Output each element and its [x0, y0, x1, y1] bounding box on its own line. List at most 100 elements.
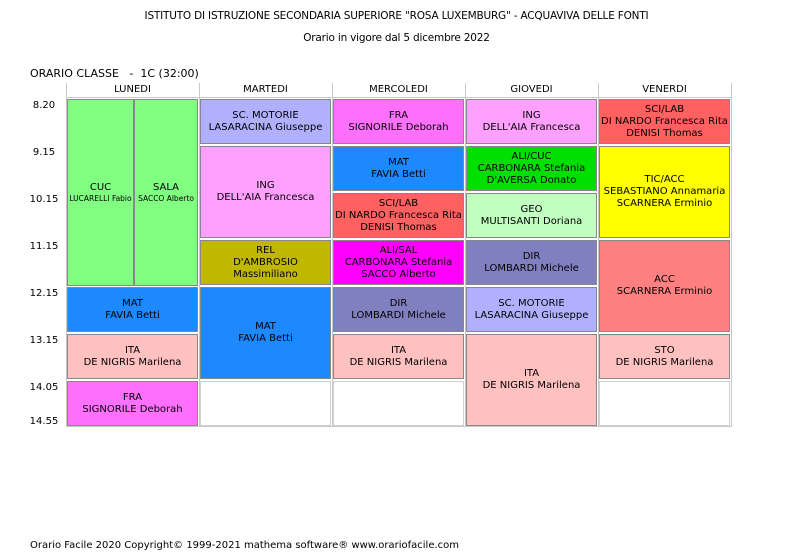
- empty-slot: [200, 381, 331, 426]
- lesson-teacher: DI NARDO Francesca Rita: [601, 115, 728, 127]
- lesson-teacher: LOMBARDI Michele: [351, 309, 446, 321]
- lesson-cell[interactable]: ING DELL'AIA Francesca: [200, 146, 331, 238]
- lesson-cell[interactable]: CUC LUCARELLI Fabio: [67, 99, 134, 286]
- grid-line: [332, 83, 333, 427]
- lesson-subject: FRA: [122, 391, 143, 403]
- lesson-subject: SC. MOTORIE: [498, 297, 565, 309]
- lesson-subject: TIC/ACC: [644, 174, 685, 185]
- lesson-cell[interactable]: STO DE NIGRIS Marilena: [599, 334, 730, 379]
- lesson-teacher: DE NIGRIS Marilena: [83, 356, 182, 368]
- time-label: 13.15: [29, 335, 59, 346]
- lesson-subject: SCI/LAB: [644, 103, 685, 115]
- lesson-cell[interactable]: ITA DE NIGRIS Marilena: [67, 334, 198, 379]
- lesson-teacher: SIGNORILE Deborah: [348, 121, 449, 133]
- lesson-teacher: FAVIA Betti: [238, 333, 293, 344]
- time-label: 11.15: [29, 241, 59, 252]
- day-header-tuesday: MARTEDI: [243, 84, 288, 95]
- lesson-teacher: LASARACINA Giuseppe: [474, 309, 589, 321]
- lesson-subject: MAT: [255, 321, 276, 332]
- lesson-cell[interactable]: MAT FAVIA Betti: [333, 146, 464, 191]
- lesson-teacher: SACCO Alberto: [138, 193, 194, 203]
- lesson-cell[interactable]: ITA DE NIGRIS Marilena: [466, 334, 597, 426]
- lesson-subject: GEO: [520, 203, 543, 215]
- lesson-subject: DIR: [522, 250, 541, 262]
- grid-line: [465, 83, 466, 427]
- lesson-subject: ITA: [390, 344, 407, 356]
- grid-line: [199, 83, 200, 427]
- lesson-teacher: DE NIGRIS Marilena: [349, 356, 448, 368]
- lesson-cell[interactable]: TIC/ACC SEBASTIANO Annamaria SCARNERA Er…: [599, 146, 730, 238]
- lesson-subject: ALI/SAL: [379, 244, 418, 256]
- lesson-teacher: LOMBARDI Michele: [484, 262, 579, 274]
- lesson-teacher: D'AMBROSIO Massimiliano: [233, 256, 298, 280]
- lesson-subject: REL: [256, 244, 275, 256]
- lesson-cell[interactable]: SALA SACCO Alberto: [134, 99, 198, 286]
- time-label: 10.15: [29, 194, 59, 205]
- lesson-teacher-2: DENISI Thomas: [360, 221, 437, 233]
- lesson-teacher: CARBONARA Stefania: [477, 162, 586, 174]
- lesson-cell[interactable]: MAT FAVIA Betti: [67, 287, 198, 332]
- time-label: 14.55: [29, 416, 59, 427]
- lesson-subject: ALI/CUC: [511, 150, 552, 162]
- lesson-cell[interactable]: ACC SCARNERA Erminio: [599, 240, 730, 332]
- empty-slot: [333, 381, 464, 426]
- lesson-cell[interactable]: SC. MOTORIE LASARACINA Giuseppe: [200, 99, 331, 144]
- lesson-subject: ITA: [124, 344, 141, 356]
- class-label: ORARIO CLASSE - 1C (32:00): [30, 67, 199, 80]
- lesson-cell[interactable]: ITA DE NIGRIS Marilena: [333, 334, 464, 379]
- lesson-cell[interactable]: FRA SIGNORILE Deborah: [67, 381, 198, 426]
- school-title: ISTITUTO DI ISTRUZIONE SECONDARIA SUPERI…: [144, 10, 649, 22]
- lesson-teacher: DE NIGRIS Marilena: [615, 356, 714, 368]
- lesson-subject: ING: [256, 180, 275, 191]
- lesson-teacher: DELL'AIA Francesca: [482, 121, 581, 133]
- lesson-subject: CUC: [89, 181, 112, 193]
- lesson-subject: ING: [522, 109, 541, 121]
- lesson-teacher: LASARACINA Giuseppe: [208, 121, 323, 133]
- lesson-teacher-2: SACCO Alberto: [361, 268, 436, 280]
- lesson-cell[interactable]: SC. MOTORIE LASARACINA Giuseppe: [466, 287, 597, 332]
- lesson-cell[interactable]: ALI/SAL CARBONARA Stefania SACCO Alberto: [333, 240, 464, 285]
- empty-slot: [599, 381, 730, 426]
- lesson-cell[interactable]: SCI/LAB DI NARDO Francesca Rita DENISI T…: [333, 193, 464, 238]
- lesson-teacher-2: D'AVERSA Donato: [486, 174, 577, 186]
- lesson-cell[interactable]: DIR LOMBARDI Michele: [333, 287, 464, 332]
- lesson-subject: ITA: [523, 368, 540, 379]
- grid-line: [598, 83, 599, 427]
- lesson-subject: SCI/LAB: [378, 197, 419, 209]
- lesson-cell[interactable]: DIR LOMBARDI Michele: [466, 240, 597, 285]
- lesson-cell[interactable]: SCI/LAB DI NARDO Francesca Rita DENISI T…: [599, 99, 730, 144]
- lesson-teacher: CARBONARA Stefania: [344, 256, 453, 268]
- lesson-cell[interactable]: REL D'AMBROSIO Massimiliano: [200, 240, 331, 285]
- day-header-monday: LUNEDI: [114, 84, 151, 95]
- lesson-teacher: LUCARELLI Fabio: [69, 193, 132, 203]
- lesson-subject: SC. MOTORIE: [232, 109, 299, 121]
- timetable-grid: [66, 97, 732, 427]
- lesson-cell[interactable]: GEO MULTISANTI Doriana: [466, 193, 597, 238]
- lesson-subject: SALA: [152, 181, 179, 193]
- lesson-cell[interactable]: FRA SIGNORILE Deborah: [333, 99, 464, 144]
- time-label: 12.15: [29, 288, 59, 299]
- lesson-subject: DIR: [389, 297, 408, 309]
- lesson-subject: FRA: [388, 109, 409, 121]
- lesson-subject: MAT: [122, 297, 143, 309]
- day-header-friday: VENERDI: [642, 84, 687, 95]
- lesson-cell[interactable]: ING DELL'AIA Francesca: [466, 99, 597, 144]
- lesson-teacher: DE NIGRIS Marilena: [482, 380, 581, 391]
- day-header-wednesday: MERCOLEDI: [369, 84, 428, 95]
- lesson-subject: STO: [654, 344, 675, 356]
- time-label: 14.05: [29, 382, 59, 393]
- lesson-teacher: DELL'AIA Francesca: [216, 192, 315, 203]
- lesson-teacher: SCARNERA Erminio: [616, 286, 713, 297]
- validity-date: Orario in vigore dal 5 dicembre 2022: [303, 32, 490, 44]
- lesson-teacher: FAVIA Betti: [371, 168, 426, 180]
- lesson-teacher-2: DENISI Thomas: [626, 127, 703, 139]
- lesson-teacher: SEBASTIANO Annamaria: [603, 186, 726, 197]
- lesson-teacher: FAVIA Betti: [105, 309, 160, 321]
- lesson-teacher: MULTISANTI Doriana: [480, 215, 583, 227]
- lesson-cell[interactable]: MAT FAVIA Betti: [200, 287, 331, 379]
- lesson-teacher: SIGNORILE Deborah: [82, 403, 183, 415]
- day-header-thursday: GIOVEDI: [510, 84, 553, 95]
- time-label: 8.20: [32, 100, 56, 111]
- lesson-cell[interactable]: ALI/CUC CARBONARA Stefania D'AVERSA Dona…: [466, 146, 597, 191]
- lesson-teacher-2: SCARNERA Erminio: [616, 198, 713, 209]
